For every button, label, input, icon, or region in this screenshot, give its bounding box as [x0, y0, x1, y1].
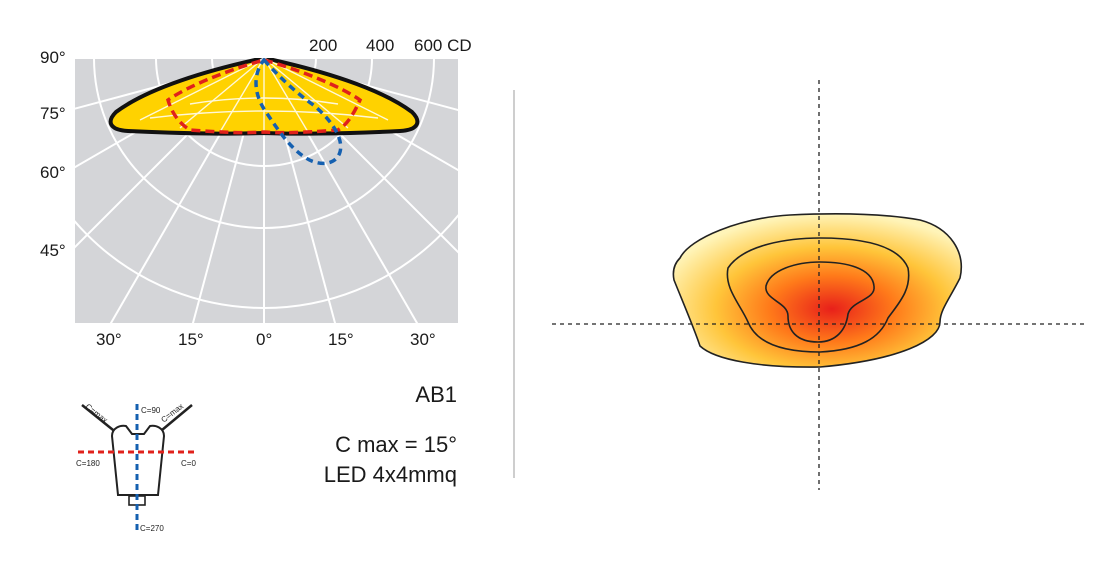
angle-label-75: 75°: [40, 104, 66, 123]
luminaire-body: [110, 424, 166, 496]
angle-label-30-left: 30°: [96, 330, 122, 349]
angle-label-45: 45°: [40, 241, 66, 260]
c-plane-diagram: C=max C=90 C=max C=180 C=0 C=270: [76, 402, 196, 534]
radial-tick-600cd: 600 CD: [414, 36, 472, 55]
label-c90: C=90: [141, 406, 161, 415]
angle-label-15-left: 15°: [178, 330, 204, 349]
label-c-max-left: C=max: [84, 402, 110, 425]
grid-spoke: [263, 58, 337, 323]
angle-label-60: 60°: [40, 163, 66, 182]
angle-label-90: 90°: [40, 48, 66, 67]
angle-label-30-right: 30°: [410, 330, 436, 349]
radial-tick-200: 200: [309, 36, 337, 55]
radial-tick-400: 400: [366, 36, 394, 55]
led-spec: LED 4x4mmq: [324, 462, 457, 487]
isolux-contour-middle: [726, 237, 910, 353]
isolux-chart: [552, 80, 1086, 490]
curve-c0-c180-dashed: [165, 58, 363, 135]
angle-label-0: 0°: [256, 330, 272, 349]
isolux-contour-inner: [765, 261, 875, 343]
model-name: AB1: [415, 382, 457, 407]
angle-label-15-right: 15°: [328, 330, 354, 349]
label-c180: C=180: [76, 459, 100, 468]
curve-c90-c270-dashed: [254, 58, 343, 166]
isolux-outer-region: [672, 213, 962, 368]
cmax-value: C max = 15°: [335, 432, 457, 457]
grid-spoke: [191, 58, 265, 323]
label-c0: C=0: [181, 459, 196, 468]
polar-chart: 200 400 600 CD 90° 75° 60° 45° 30° 15° 0…: [40, 36, 472, 349]
label-c270: C=270: [140, 524, 164, 533]
